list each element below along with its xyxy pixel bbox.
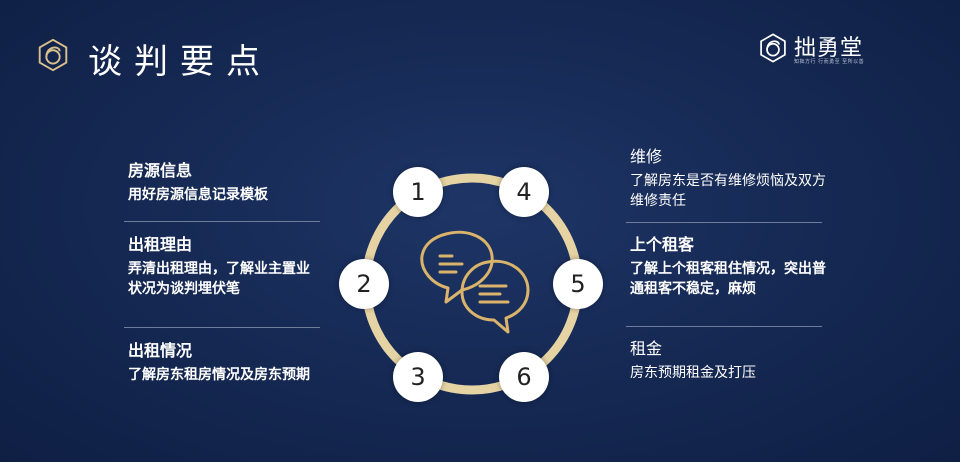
item-title: 租金 bbox=[630, 339, 663, 358]
chat-bubbles-icon bbox=[420, 230, 530, 334]
item-title: 上个租客 bbox=[630, 235, 695, 254]
item-title: 出租情况 bbox=[128, 341, 193, 360]
right-item-6: 租金 房东预期租金及打压 bbox=[630, 338, 830, 383]
left-item-2: 出租理由 弄清出租理由，了解业主置业状况为谈判埋伏笔 bbox=[128, 234, 318, 299]
brand-logo-icon bbox=[760, 33, 786, 63]
node-5: 5 bbox=[553, 259, 603, 309]
divider bbox=[124, 327, 320, 328]
left-item-3: 出租情况 了解房东租房情况及房东预期 bbox=[128, 340, 318, 385]
brand-tagline: 知拙方行 行而勇至 至所以善 bbox=[794, 59, 865, 65]
left-item-1: 房源信息 用好房源信息记录模板 bbox=[128, 160, 328, 205]
node-2: 2 bbox=[339, 259, 389, 309]
item-desc: 了解上个租客租住情况，突出普通租客不稳定，麻烦 bbox=[630, 261, 826, 297]
item-title: 出租理由 bbox=[128, 235, 193, 254]
node-4: 4 bbox=[499, 167, 549, 217]
brand-logo-icon bbox=[38, 38, 68, 72]
item-desc: 了解房东租房情况及房东预期 bbox=[128, 367, 310, 383]
item-desc: 了解房东是否有维修烦恼及双方维修责任 bbox=[630, 173, 826, 209]
item-title: 房源信息 bbox=[128, 161, 193, 180]
node-6: 6 bbox=[499, 352, 549, 402]
brand-name: 拙勇堂 bbox=[794, 36, 864, 61]
divider bbox=[626, 222, 822, 223]
item-desc: 用好房源信息记录模板 bbox=[128, 187, 268, 203]
node-3: 3 bbox=[393, 352, 443, 402]
item-desc: 弄清出租理由，了解业主置业状况为谈判埋伏笔 bbox=[128, 261, 310, 297]
right-item-4: 维修 了解房东是否有维修烦恼及双方维修责任 bbox=[630, 146, 830, 211]
divider bbox=[626, 326, 822, 327]
node-1: 1 bbox=[393, 167, 443, 217]
item-title: 维修 bbox=[630, 147, 663, 166]
ring bbox=[361, 173, 583, 395]
right-item-5: 上个租客 了解上个租客租住情况，突出普通租客不稳定，麻烦 bbox=[630, 234, 826, 299]
brand-block: 拙勇堂 知拙方行 行而勇至 至所以善 bbox=[756, 28, 896, 70]
divider bbox=[124, 221, 320, 222]
item-desc: 房东预期租金及打压 bbox=[630, 365, 756, 381]
page-title: 谈判要点 bbox=[88, 42, 272, 82]
